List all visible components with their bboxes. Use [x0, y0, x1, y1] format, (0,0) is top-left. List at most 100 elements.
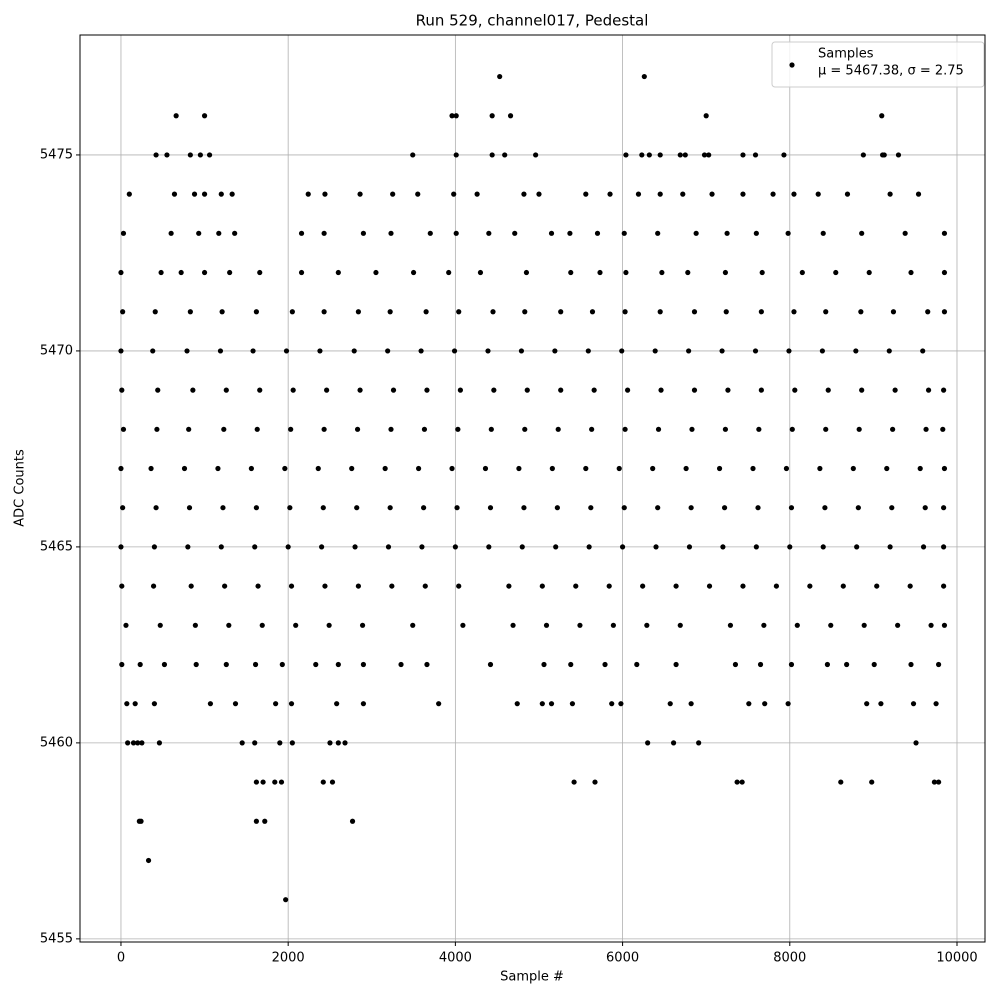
point	[385, 348, 391, 354]
point	[539, 701, 545, 707]
point	[850, 465, 856, 472]
point	[293, 622, 299, 628]
point	[624, 387, 631, 393]
point	[187, 309, 193, 315]
point	[164, 152, 170, 158]
legend-label: Samples	[818, 47, 874, 62]
point	[118, 544, 124, 550]
point	[619, 544, 626, 550]
point	[455, 426, 461, 432]
point	[422, 583, 428, 589]
point	[571, 779, 577, 785]
point	[360, 661, 367, 668]
point	[659, 269, 665, 276]
point	[844, 191, 851, 197]
point	[410, 269, 417, 276]
point	[940, 426, 946, 432]
point	[685, 269, 691, 276]
point	[941, 583, 947, 589]
point	[913, 740, 919, 746]
point	[881, 152, 887, 158]
point	[138, 818, 144, 824]
point	[928, 622, 934, 628]
point	[755, 505, 761, 511]
legend-box	[771, 41, 985, 88]
point	[516, 465, 522, 472]
point	[585, 348, 591, 354]
point	[824, 661, 831, 668]
point	[597, 269, 603, 276]
point	[151, 544, 158, 550]
point	[218, 544, 224, 550]
point	[388, 426, 394, 432]
point	[324, 387, 330, 393]
point	[709, 191, 715, 197]
point	[223, 661, 229, 668]
point	[907, 583, 913, 589]
point	[866, 269, 872, 276]
point	[752, 348, 759, 354]
point	[645, 740, 651, 746]
point	[151, 701, 158, 707]
point	[252, 740, 258, 746]
point	[285, 544, 291, 550]
point	[807, 583, 813, 589]
point	[855, 505, 861, 511]
point	[373, 269, 379, 276]
point	[360, 701, 367, 707]
point	[130, 740, 137, 746]
point	[355, 583, 361, 589]
point	[856, 426, 862, 432]
point	[156, 740, 163, 746]
point	[158, 269, 164, 276]
point	[298, 269, 305, 276]
point	[686, 544, 693, 550]
point	[785, 230, 791, 236]
point	[650, 465, 656, 472]
point	[673, 583, 679, 589]
point	[118, 269, 124, 276]
point	[287, 505, 293, 511]
point	[655, 505, 661, 511]
point	[706, 583, 713, 589]
point	[278, 779, 285, 785]
point	[680, 191, 686, 197]
point	[387, 309, 393, 315]
point	[257, 387, 263, 393]
point	[854, 544, 860, 550]
point	[145, 857, 152, 864]
point	[150, 583, 157, 589]
point	[253, 779, 260, 785]
point	[722, 426, 729, 432]
point	[734, 779, 740, 785]
point	[682, 152, 688, 158]
point	[878, 701, 884, 707]
point	[125, 740, 131, 746]
x-tick-label: 6000	[606, 951, 639, 966]
point	[723, 309, 729, 315]
point	[453, 152, 459, 158]
point	[781, 152, 787, 158]
point	[823, 426, 829, 432]
point	[861, 622, 867, 628]
point	[252, 544, 258, 550]
point	[398, 661, 404, 668]
point	[622, 309, 628, 315]
point	[621, 505, 627, 511]
point	[187, 152, 193, 158]
point	[152, 309, 158, 315]
point	[178, 269, 184, 276]
x-tick-label: 10000	[936, 951, 977, 966]
point	[859, 230, 865, 236]
point	[573, 583, 579, 589]
x-tick-label: 2000	[272, 951, 305, 966]
point	[321, 230, 327, 236]
point	[497, 73, 503, 80]
point	[288, 583, 295, 589]
point	[436, 701, 442, 707]
point	[825, 387, 831, 393]
point	[321, 309, 327, 315]
point	[319, 544, 325, 550]
point	[357, 387, 363, 393]
point	[460, 622, 466, 628]
